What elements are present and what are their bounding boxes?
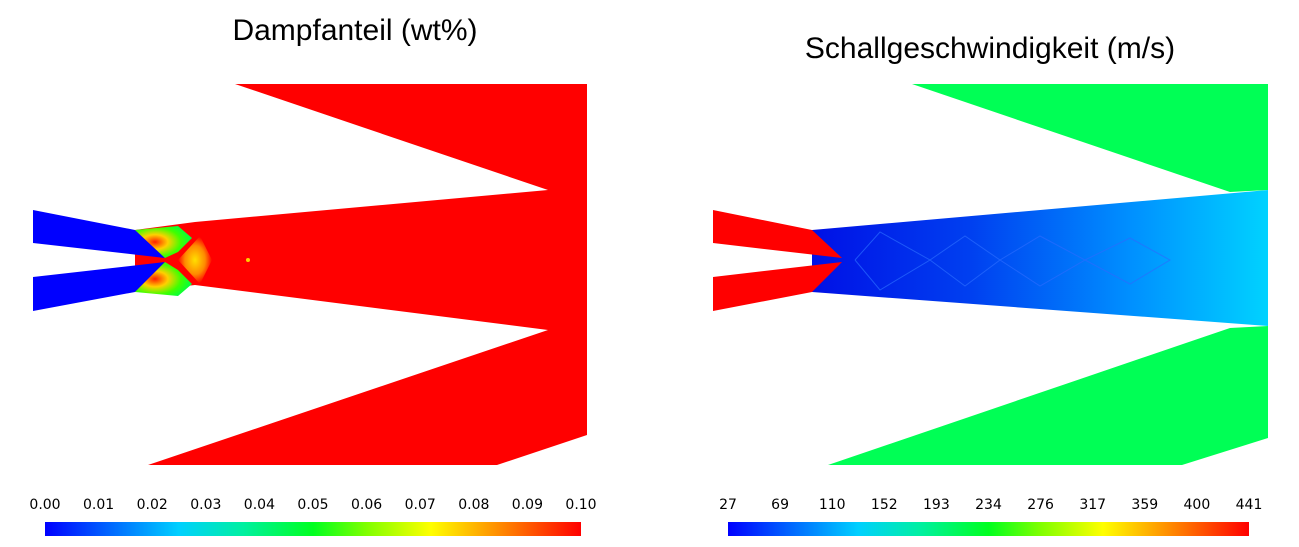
vapor-fraction-contour bbox=[33, 84, 587, 465]
colorbar-tick: 400 bbox=[1183, 497, 1211, 513]
mixing-jet-core bbox=[812, 190, 1268, 326]
colorbar-tick: 152 bbox=[870, 497, 898, 513]
colorbar-tick: 193 bbox=[923, 497, 950, 513]
colorbar-speed-of-sound bbox=[728, 522, 1249, 536]
colorbar-tick: 0.02 bbox=[136, 497, 168, 513]
shock-cell-lines bbox=[854, 231, 1172, 291]
colorbar-ticks-speed-of-sound: 27 69 110 152 193 234 276 317 359 400 44… bbox=[719, 497, 1262, 517]
colorbar-tick: 317 bbox=[1079, 497, 1107, 513]
secondary-flow-lower bbox=[828, 326, 1268, 465]
colorbar-tick: 0.06 bbox=[351, 497, 383, 513]
outer-domain-region bbox=[135, 84, 587, 465]
colorbar-tick: 0.03 bbox=[190, 497, 222, 513]
panel-title-speed-of-sound: Schallgeschwindigkeit (m/s) bbox=[804, 32, 1176, 65]
colorbar-tick: 441 bbox=[1235, 497, 1263, 513]
secondary-flow-upper bbox=[912, 84, 1268, 192]
shock-spot bbox=[246, 258, 250, 262]
colorbar-tick: 27 bbox=[719, 497, 737, 513]
inner-nozzle-upper bbox=[713, 210, 842, 258]
colorbar-tick: 0.00 bbox=[29, 497, 61, 513]
colorbar-tick: 69 bbox=[771, 497, 790, 513]
mixing-lobe-lower bbox=[135, 262, 192, 296]
mixing-lobe-upper bbox=[135, 226, 192, 258]
colorbar-tick: 359 bbox=[1131, 497, 1159, 513]
colorbar-vapor-fraction bbox=[45, 522, 581, 536]
inner-nozzle-lower bbox=[33, 262, 165, 311]
inner-nozzle-lower bbox=[713, 262, 842, 311]
colorbar-tick: 0.09 bbox=[511, 497, 543, 513]
colorbar-tick: 276 bbox=[1027, 497, 1054, 513]
panel-title-vapor-fraction: Dampfanteil (wt%) bbox=[232, 14, 478, 47]
colorbar-tick: 0.05 bbox=[297, 497, 329, 513]
inner-nozzle-upper bbox=[33, 210, 165, 258]
colorbar-tick: 0.01 bbox=[83, 497, 115, 513]
speed-of-sound-contour bbox=[713, 84, 1268, 465]
colorbar-tick: 0.10 bbox=[565, 497, 597, 513]
colorbar-tick: 0.08 bbox=[458, 497, 490, 513]
colorbar-tick: 0.04 bbox=[243, 497, 275, 513]
colorbar-ticks-vapor-fraction: 0.00 0.01 0.02 0.03 0.04 0.05 0.06 0.07 … bbox=[29, 497, 596, 517]
colorbar-tick: 110 bbox=[818, 497, 846, 513]
shock-diamond bbox=[178, 236, 212, 284]
colorbar-tick: 234 bbox=[975, 497, 1002, 513]
colorbar-tick: 0.07 bbox=[404, 497, 436, 513]
